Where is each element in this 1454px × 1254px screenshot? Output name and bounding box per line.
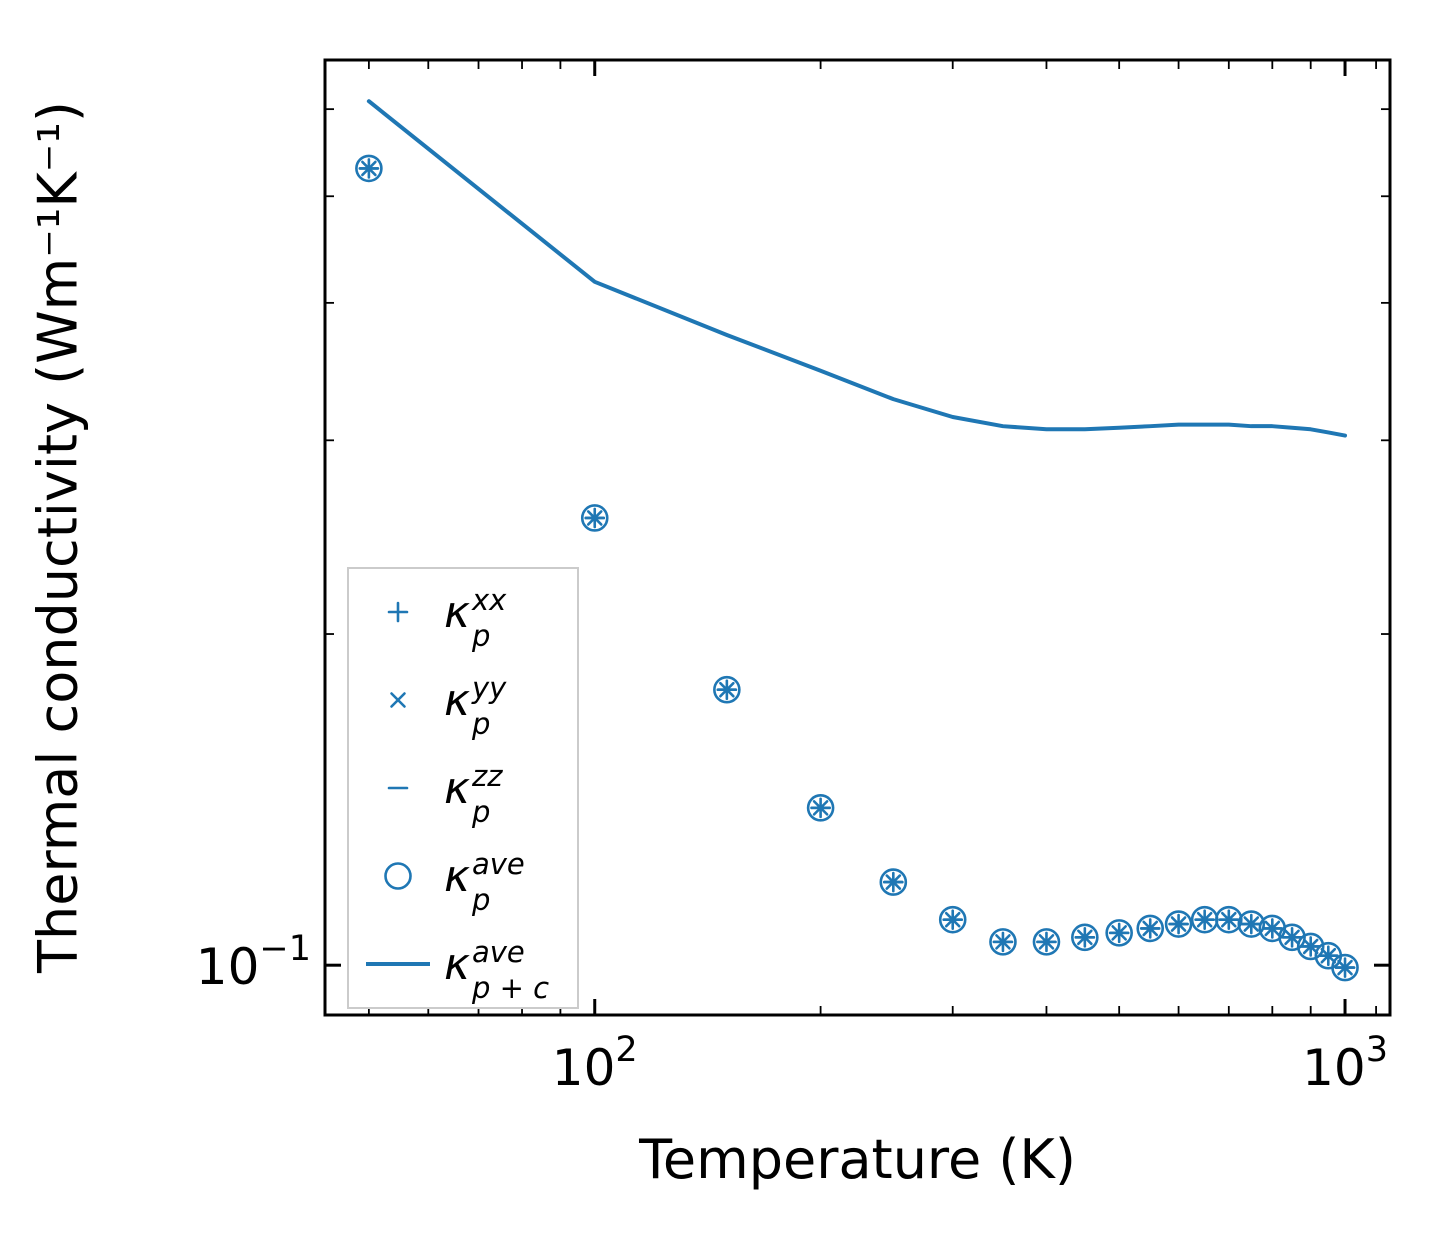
x-tick-label: 102 (552, 1030, 638, 1097)
tick-labels: 102 103 10−1 (196, 929, 1388, 1097)
legend-label-superscript: zz (471, 759, 503, 793)
data-point-cross (390, 692, 406, 708)
legend-entry-kappa-p-zz: κ zzp (387, 759, 503, 829)
data-point-circle (580, 504, 609, 532)
data-point-circle (1136, 914, 1165, 943)
line-kappa-p-plus-c-ave (366, 99, 1348, 438)
data-point-circle (355, 154, 383, 183)
legend-entry-kappa-p-yy: κ yyp (390, 671, 507, 741)
legend-label-superscript: ave (472, 935, 525, 969)
data-point-circle (1331, 953, 1359, 982)
data-point-circle (384, 862, 412, 890)
data-point-circle (989, 928, 1017, 956)
legend-label-symbol: κ (444, 763, 470, 814)
x-axis-label: Temperature (K) (639, 1128, 1076, 1191)
legend-label-subscript: p + c (471, 971, 549, 1005)
data-point-circle (1164, 910, 1193, 938)
data-point-circle (1032, 928, 1061, 956)
data-point-circle (1105, 919, 1133, 947)
data-point-circle (1296, 932, 1325, 961)
data-point-circle (806, 794, 835, 822)
data-point-circle (1278, 923, 1306, 952)
legend-label-symbol: κ (444, 851, 470, 902)
legend-label-symbol: κ (444, 675, 470, 726)
data-point-circle (879, 868, 908, 896)
data-point-circle (938, 905, 967, 934)
legend-box (347, 567, 579, 1009)
x-tick-label: 103 (1302, 1030, 1388, 1097)
legend-label-subscript: p (471, 795, 490, 829)
legend-label-subscript: p (471, 883, 490, 917)
y-axis-label: Thermal conductivity (Wm⁻¹K⁻¹) (26, 101, 90, 973)
legend-label-subscript: p (471, 707, 490, 741)
data-point-circle (1071, 923, 1099, 952)
series-layer (355, 99, 1359, 982)
series-kappa-p-ave (355, 154, 1359, 982)
legend-label-superscript: ave (472, 847, 525, 881)
plot-border (323, 58, 1392, 1017)
legend-label-subscript: p (471, 619, 490, 653)
data-point-circle (1215, 905, 1243, 934)
legend-label-superscript: xx (471, 583, 507, 617)
y-tick-label: 10−1 (196, 929, 311, 996)
series-kappa-p-zz (358, 167, 1356, 969)
series-kappa-p-plus-c-ave (366, 99, 1348, 438)
data-point-circle (713, 675, 741, 704)
legend-label-symbol: κ (444, 939, 470, 990)
legend-label-symbol: κ (444, 587, 470, 638)
data-point-plus (387, 601, 409, 623)
legend-label-superscript: yy (471, 671, 507, 705)
data-point-circle (1237, 910, 1266, 938)
legend-entry-kappa-p-xx: κ xxp (387, 583, 507, 653)
